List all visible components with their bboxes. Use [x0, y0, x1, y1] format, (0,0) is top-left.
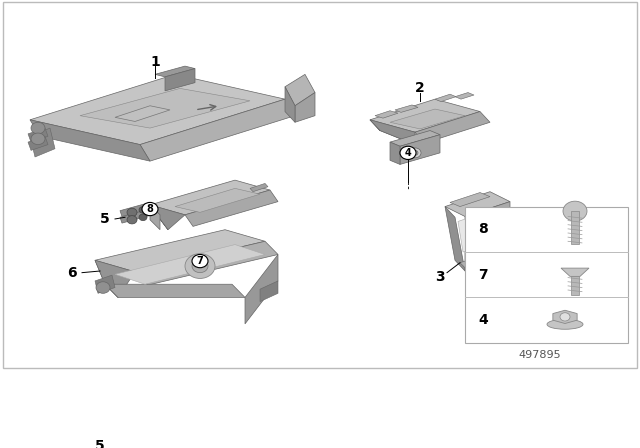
- Circle shape: [400, 146, 416, 159]
- Polygon shape: [250, 183, 268, 192]
- Text: 2: 2: [415, 82, 425, 95]
- Polygon shape: [165, 69, 195, 91]
- Polygon shape: [105, 284, 245, 297]
- Polygon shape: [465, 202, 510, 271]
- Polygon shape: [553, 310, 577, 323]
- Polygon shape: [30, 120, 150, 161]
- Polygon shape: [285, 87, 295, 122]
- Circle shape: [487, 212, 523, 242]
- Polygon shape: [460, 253, 495, 268]
- Ellipse shape: [547, 319, 583, 329]
- Polygon shape: [285, 74, 315, 106]
- Polygon shape: [175, 189, 260, 212]
- Polygon shape: [375, 111, 398, 118]
- Text: 5: 5: [100, 212, 110, 226]
- Text: 7: 7: [478, 268, 488, 282]
- Polygon shape: [155, 66, 195, 77]
- Polygon shape: [120, 209, 152, 223]
- Polygon shape: [185, 190, 278, 226]
- Polygon shape: [370, 99, 480, 132]
- Polygon shape: [260, 281, 278, 302]
- Polygon shape: [135, 241, 278, 285]
- Polygon shape: [390, 142, 400, 164]
- Text: 8: 8: [147, 204, 154, 214]
- Polygon shape: [115, 106, 170, 121]
- Circle shape: [499, 222, 511, 232]
- Text: 8: 8: [478, 222, 488, 236]
- Polygon shape: [295, 93, 315, 122]
- Circle shape: [185, 254, 215, 279]
- Polygon shape: [150, 180, 270, 215]
- Polygon shape: [571, 211, 579, 244]
- Text: 4: 4: [404, 148, 412, 158]
- Polygon shape: [28, 136, 48, 151]
- Polygon shape: [415, 112, 490, 143]
- Circle shape: [493, 217, 517, 237]
- Polygon shape: [95, 275, 115, 293]
- Bar: [465, 207, 628, 343]
- Text: 7: 7: [196, 256, 204, 266]
- Polygon shape: [95, 260, 135, 297]
- Text: 6: 6: [67, 266, 77, 280]
- Polygon shape: [115, 245, 265, 284]
- Polygon shape: [28, 128, 48, 142]
- Text: 497895: 497895: [518, 350, 561, 360]
- Text: 5: 5: [95, 439, 105, 448]
- Polygon shape: [95, 230, 265, 272]
- Polygon shape: [370, 120, 415, 145]
- Circle shape: [96, 282, 110, 293]
- Circle shape: [31, 133, 45, 145]
- Polygon shape: [390, 109, 465, 129]
- Circle shape: [31, 122, 45, 134]
- Polygon shape: [561, 268, 589, 276]
- Polygon shape: [435, 94, 456, 102]
- Polygon shape: [95, 260, 118, 297]
- Circle shape: [139, 214, 147, 220]
- Polygon shape: [400, 135, 440, 164]
- Polygon shape: [390, 130, 440, 146]
- Circle shape: [560, 313, 570, 321]
- Polygon shape: [395, 105, 418, 112]
- Polygon shape: [370, 120, 415, 145]
- Circle shape: [142, 202, 158, 215]
- Circle shape: [412, 151, 418, 155]
- Polygon shape: [30, 74, 285, 145]
- Polygon shape: [120, 202, 152, 216]
- Polygon shape: [140, 99, 295, 161]
- Polygon shape: [150, 205, 160, 230]
- Circle shape: [192, 254, 208, 268]
- Circle shape: [563, 201, 587, 221]
- Polygon shape: [150, 205, 168, 230]
- Polygon shape: [455, 93, 474, 99]
- Polygon shape: [150, 205, 185, 230]
- Polygon shape: [445, 207, 465, 271]
- Circle shape: [127, 208, 137, 216]
- Polygon shape: [80, 88, 250, 128]
- Polygon shape: [450, 193, 490, 207]
- Text: 4: 4: [478, 313, 488, 327]
- Circle shape: [127, 215, 137, 224]
- Text: 3: 3: [435, 270, 445, 284]
- Text: 1: 1: [150, 55, 160, 69]
- Polygon shape: [571, 276, 579, 294]
- Polygon shape: [30, 128, 55, 157]
- Circle shape: [409, 148, 421, 158]
- Polygon shape: [445, 192, 510, 216]
- Polygon shape: [458, 209, 500, 252]
- Circle shape: [139, 207, 147, 213]
- Circle shape: [192, 259, 208, 273]
- Polygon shape: [245, 254, 278, 324]
